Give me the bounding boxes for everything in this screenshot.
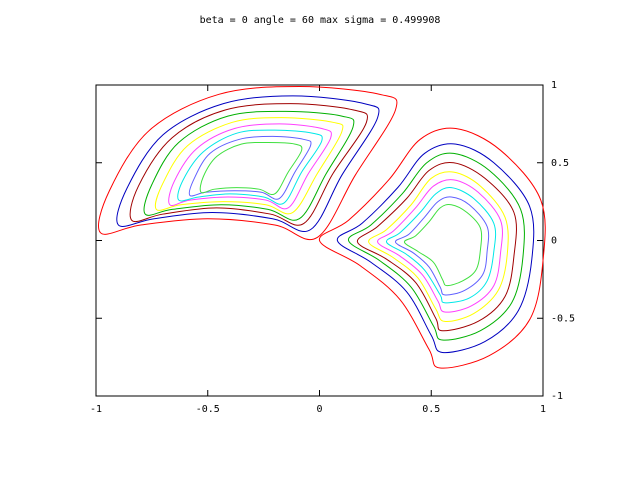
y-tick-label: 0.5 bbox=[551, 158, 569, 169]
x-tick-label: 0 bbox=[316, 404, 322, 415]
x-tick-label: 0.5 bbox=[422, 404, 440, 415]
chart-title: beta = 0 angle = 60 max sigma = 0.499908 bbox=[200, 15, 441, 26]
contour-line bbox=[318, 127, 546, 369]
x-tick-label: 1 bbox=[540, 404, 546, 415]
contour-line bbox=[129, 103, 369, 226]
contour-line bbox=[386, 187, 497, 304]
contour-line bbox=[188, 135, 312, 200]
contour-line bbox=[356, 161, 517, 332]
contour-line bbox=[403, 203, 483, 287]
x-tick-label: -0.5 bbox=[196, 404, 220, 415]
contour-line bbox=[336, 143, 535, 354]
contour-line bbox=[98, 86, 398, 240]
y-tick-label: -1 bbox=[551, 391, 563, 402]
contour-line bbox=[116, 95, 380, 232]
y-tick-label: 0 bbox=[551, 236, 557, 247]
x-tick-label: -1 bbox=[90, 404, 102, 415]
contour-line bbox=[168, 123, 332, 210]
contour-line bbox=[177, 129, 323, 205]
y-tick-label: 1 bbox=[551, 80, 557, 91]
contour-line bbox=[394, 196, 490, 296]
contour-line bbox=[143, 110, 355, 221]
contour-line bbox=[377, 179, 503, 313]
y-tick-label: -0.5 bbox=[551, 313, 575, 324]
contour-line bbox=[154, 117, 344, 215]
contour-line bbox=[368, 171, 509, 322]
contour-line bbox=[348, 152, 525, 341]
contour-line bbox=[199, 141, 303, 196]
